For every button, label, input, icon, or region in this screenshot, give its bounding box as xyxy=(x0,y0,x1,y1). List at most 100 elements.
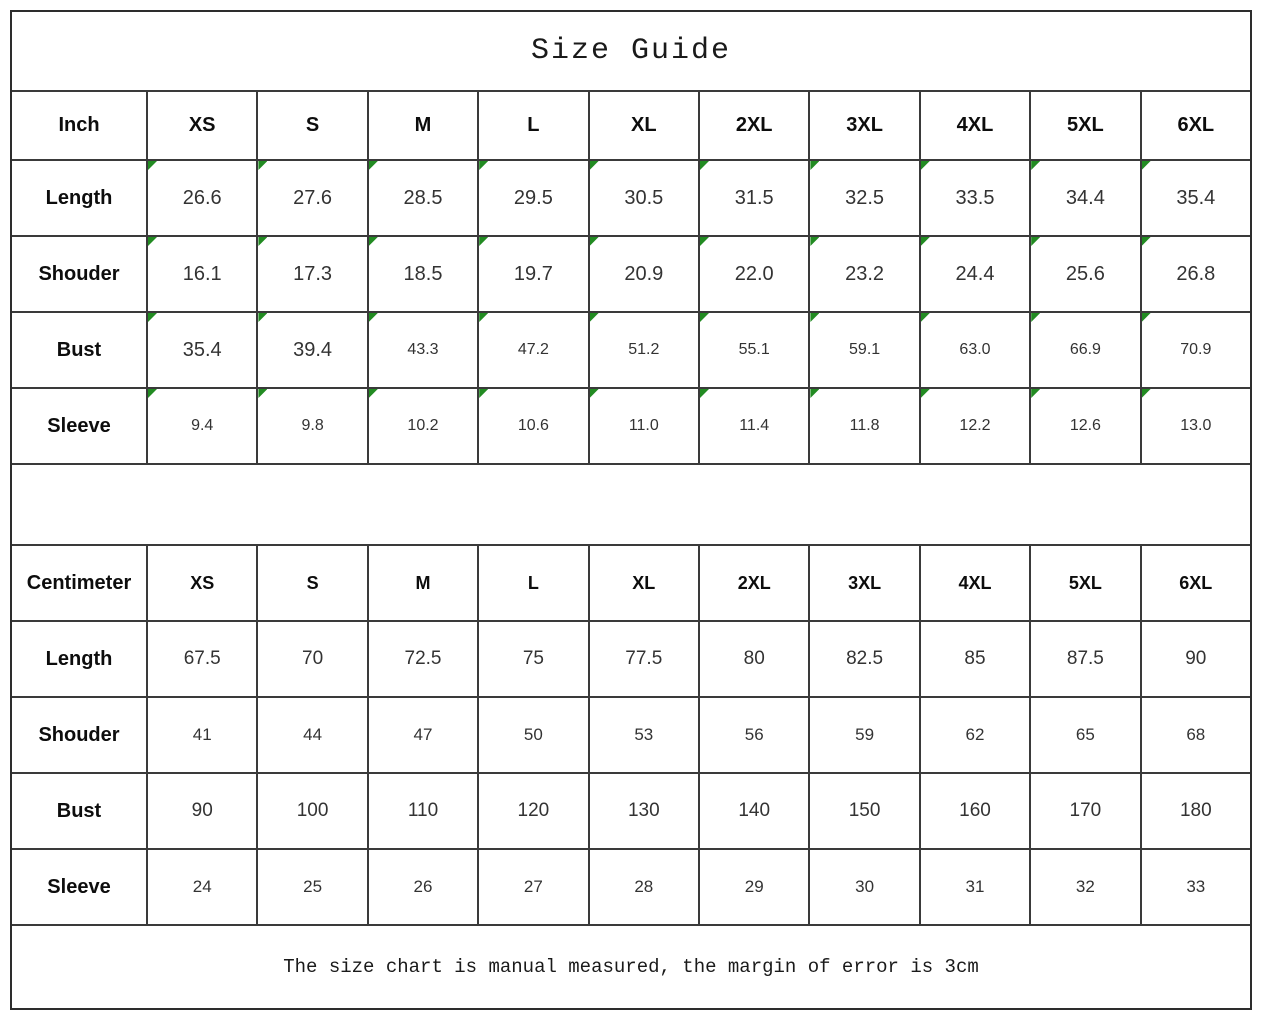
table-row: Length 26.6 27.6 28.5 29.5 30.5 31.5 32.5 33.5 34… xyxy=(12,159,1250,235)
size-value-cell: 70.9 xyxy=(1139,313,1250,387)
cell-flag-icon xyxy=(368,389,378,398)
size-value-cell: 10.2 xyxy=(366,389,477,463)
size-header-row: Centimeter XS S M L XL 2XL 3XL 4XL 5XL 6XL xyxy=(12,544,1250,620)
size-column-header: 5XL xyxy=(1029,546,1139,620)
size-column-header: 3XL xyxy=(808,546,918,620)
size-value-cell-text: 170 xyxy=(1069,800,1102,821)
cell-flag-icon xyxy=(1031,389,1041,398)
size-value-cell-text: 24 xyxy=(192,877,212,896)
size-value-cell: 34.4 xyxy=(1029,161,1139,235)
size-value-cell: 29 xyxy=(698,850,808,924)
cell-flag-icon xyxy=(1141,161,1151,170)
table-row: Bust 35.4 39.4 43.3 47.2 51.2 55.1 59.1 63.0 66.9… xyxy=(12,311,1250,387)
size-value-cell: 25.6 xyxy=(1029,237,1139,311)
size-value-cell-text: 47 xyxy=(413,725,433,744)
size-value-cell: 26 xyxy=(366,850,477,924)
measure-label-cell: Bust xyxy=(12,313,146,387)
size-value-cell-text: 82.5 xyxy=(846,648,884,669)
spacer-row xyxy=(12,463,1250,544)
size-value-cell: 59 xyxy=(808,698,918,772)
size-value-cell-text: 11.0 xyxy=(628,417,659,434)
measure-label-cell-text: Shouder xyxy=(38,262,120,285)
cell-flag-icon xyxy=(148,313,157,322)
cell-flag-icon xyxy=(1031,313,1041,322)
size-value-cell-text: 85 xyxy=(964,648,986,669)
size-column-header: 6XL xyxy=(1139,92,1250,159)
size-column-header: 6XL xyxy=(1139,546,1250,620)
size-value-cell-text: 70 xyxy=(302,648,324,669)
size-value-cell-text: 11.4 xyxy=(739,417,770,434)
size-value-cell: 160 xyxy=(918,774,1029,848)
size-value-cell-text: 19.7 xyxy=(513,262,553,285)
size-value-cell-text: 35.4 xyxy=(1176,186,1216,209)
size-value-cell-text: 27.6 xyxy=(293,186,333,209)
measurement-disclaimer: The size chart is manual measured, the m… xyxy=(283,956,979,978)
size-column-header-text: 5XL xyxy=(1067,114,1104,136)
measure-label-cell-text: Length xyxy=(45,647,113,670)
size-value-cell: 26.6 xyxy=(146,161,256,235)
size-value-cell: 90 xyxy=(1139,622,1250,696)
size-column-header-text: 4XL xyxy=(958,572,992,593)
size-value-cell: 11.8 xyxy=(808,389,918,463)
size-value-cell-text: 12.2 xyxy=(959,417,991,434)
cell-flag-icon xyxy=(479,389,489,398)
size-value-cell-text: 27 xyxy=(523,877,543,896)
table-row: Sleeve 24 25 26 27 28 29 30 31 32 33 xyxy=(12,848,1250,924)
cell-flag-icon xyxy=(700,313,709,322)
size-value-cell: 75 xyxy=(477,622,587,696)
size-value-cell-text: 34.4 xyxy=(1065,186,1105,209)
size-value-cell: 23.2 xyxy=(808,237,918,311)
measure-label-cell-text: Shouder xyxy=(38,723,120,746)
size-value-cell: 130 xyxy=(587,774,698,848)
cell-flag-icon xyxy=(920,389,930,398)
size-value-cell-text: 9.4 xyxy=(191,417,214,434)
size-value-cell: 51.2 xyxy=(587,313,698,387)
cell-flag-icon xyxy=(810,389,820,398)
size-value-cell-text: 110 xyxy=(407,800,439,821)
size-value-cell: 59.1 xyxy=(808,313,918,387)
size-value-cell-text: 80 xyxy=(743,648,765,669)
size-value-cell-text: 29.5 xyxy=(513,186,553,209)
cell-flag-icon xyxy=(258,313,268,322)
size-value-cell-text: 17.3 xyxy=(293,262,333,285)
cell-flag-icon xyxy=(920,313,930,322)
size-value-cell-text: 35.4 xyxy=(182,338,222,361)
size-value-cell: 22.0 xyxy=(698,237,808,311)
size-value-cell: 25 xyxy=(256,850,366,924)
size-value-cell-text: 24.4 xyxy=(955,262,995,285)
size-value-cell-text: 16.1 xyxy=(182,262,222,285)
cell-flag-icon xyxy=(1031,161,1041,170)
size-column-header-text: 5XL xyxy=(1068,572,1102,593)
size-value-cell-text: 66.9 xyxy=(1069,341,1101,358)
size-value-cell-text: 12.6 xyxy=(1069,417,1101,434)
size-value-cell-text: 26.6 xyxy=(182,186,222,209)
size-value-cell: 170 xyxy=(1029,774,1139,848)
page-title: Size Guide xyxy=(530,34,732,68)
cell-flag-icon xyxy=(148,237,157,246)
size-value-cell-text: 30 xyxy=(855,877,875,896)
size-value-cell-text: 67.5 xyxy=(183,648,221,669)
cell-flag-icon xyxy=(920,161,930,170)
cell-flag-icon xyxy=(148,161,157,170)
size-column-header: M xyxy=(366,92,477,159)
size-value-cell-text: 18.5 xyxy=(403,262,443,285)
size-value-cell-text: 23.2 xyxy=(845,262,885,285)
cell-flag-icon xyxy=(589,389,599,398)
measure-label-cell: Shouder xyxy=(12,237,146,311)
size-column-header: S xyxy=(256,92,366,159)
size-value-cell: 30.5 xyxy=(587,161,698,235)
size-column-header-text: XS xyxy=(188,114,216,136)
size-value-cell-text: 25.6 xyxy=(1065,262,1105,285)
size-value-cell-text: 31.5 xyxy=(734,186,774,209)
size-column-header: L xyxy=(477,546,587,620)
cell-flag-icon xyxy=(1031,237,1041,246)
size-value-cell: 33 xyxy=(1139,850,1250,924)
measure-label-cell: Bust xyxy=(12,774,146,848)
size-header-row: Inch XS S M L XL 2XL 3XL 4XL 5XL 6XL xyxy=(12,90,1250,159)
size-value-cell-text: 25 xyxy=(303,877,323,896)
size-value-cell: 32.5 xyxy=(808,161,918,235)
size-value-cell: 9.4 xyxy=(146,389,256,463)
size-value-cell: 17.3 xyxy=(256,237,366,311)
size-value-cell-text: 44 xyxy=(303,725,323,744)
size-value-cell: 43.3 xyxy=(366,313,477,387)
